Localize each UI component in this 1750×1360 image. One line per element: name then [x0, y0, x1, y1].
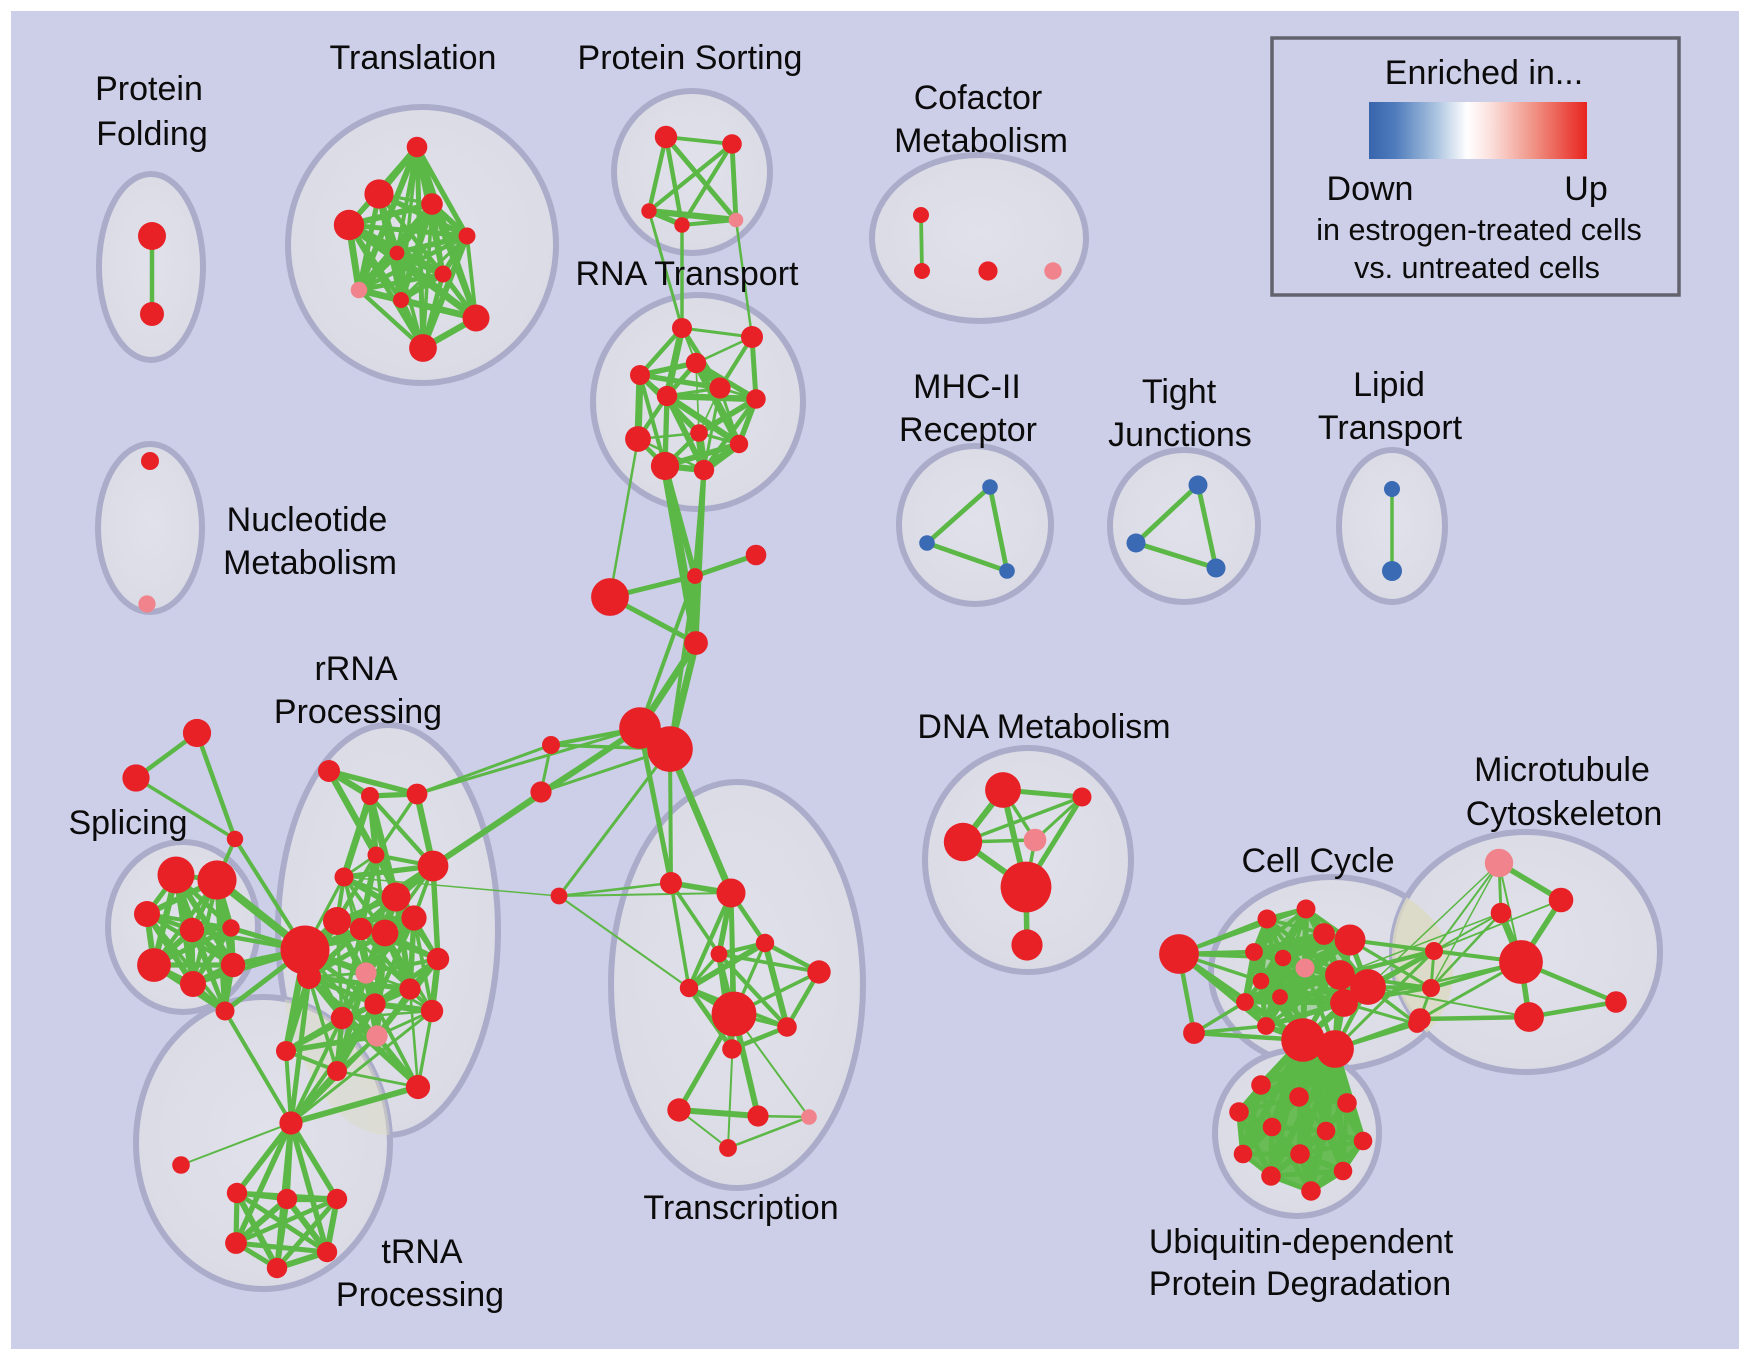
svg-text:Protein Degradation: Protein Degradation: [1149, 1265, 1451, 1303]
svg-text:Junctions: Junctions: [1108, 416, 1252, 454]
svg-text:Folding: Folding: [96, 115, 208, 153]
svg-text:Down: Down: [1327, 170, 1414, 208]
svg-text:Tight: Tight: [1142, 373, 1217, 411]
svg-text:tRNA: tRNA: [381, 1233, 463, 1271]
svg-text:Processing: Processing: [336, 1276, 504, 1314]
svg-text:Metabolism: Metabolism: [894, 122, 1068, 160]
svg-text:DNA Metabolism: DNA Metabolism: [917, 708, 1170, 746]
svg-text:Ubiquitin-dependent: Ubiquitin-dependent: [1149, 1223, 1454, 1261]
svg-text:Up: Up: [1564, 170, 1607, 208]
svg-text:Receptor: Receptor: [899, 411, 1037, 449]
svg-text:MHC-II: MHC-II: [913, 368, 1021, 406]
svg-text:Cofactor: Cofactor: [914, 79, 1043, 117]
svg-text:Lipid: Lipid: [1353, 366, 1425, 404]
svg-text:in estrogen-treated cells: in estrogen-treated cells: [1316, 213, 1642, 247]
svg-text:rRNA: rRNA: [314, 650, 397, 688]
svg-text:Nucleotide: Nucleotide: [227, 501, 388, 539]
svg-text:Protein: Protein: [95, 70, 203, 108]
svg-text:Transcription: Transcription: [643, 1189, 838, 1227]
svg-text:Protein Sorting: Protein Sorting: [578, 39, 803, 77]
svg-text:Cell Cycle: Cell Cycle: [1241, 842, 1394, 880]
svg-text:Metabolism: Metabolism: [223, 544, 397, 582]
svg-text:Translation: Translation: [330, 39, 497, 77]
svg-text:Microtubule: Microtubule: [1474, 751, 1650, 789]
svg-text:Enriched in...: Enriched in...: [1385, 54, 1583, 92]
svg-text:RNA Transport: RNA Transport: [576, 255, 800, 293]
svg-text:Processing: Processing: [274, 693, 442, 731]
svg-text:vs. untreated cells: vs. untreated cells: [1354, 251, 1600, 285]
svg-text:Transport: Transport: [1318, 409, 1463, 447]
svg-text:Splicing: Splicing: [68, 804, 187, 842]
svg-text:Cytoskeleton: Cytoskeleton: [1466, 795, 1663, 833]
